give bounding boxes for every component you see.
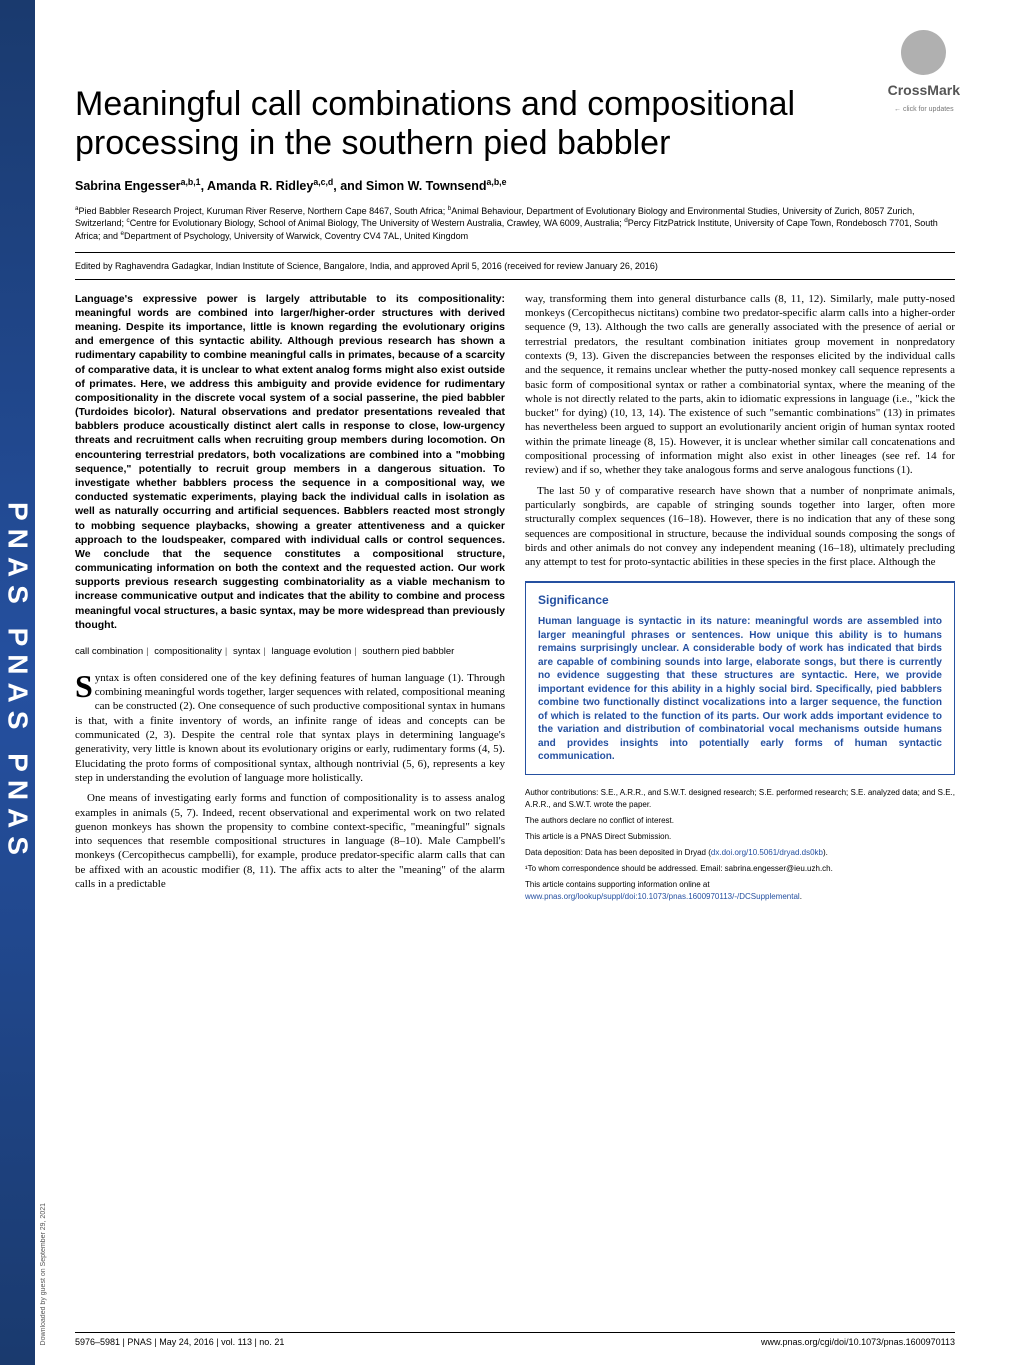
edited-by: Edited by Raghavendra Gadagkar, Indian I… (75, 252, 955, 280)
keyword: southern pied babbler (362, 646, 454, 657)
footer-right: www.pnas.org/cgi/doi/10.1073/pnas.160097… (761, 1337, 955, 1347)
supporting-info: This article contains supporting informa… (525, 879, 955, 903)
significance-box: Significance Human language is syntactic… (525, 581, 955, 775)
paper-title: Meaningful call combinations and composi… (75, 85, 955, 163)
body-right-p1: way, transforming them into general dist… (525, 292, 955, 478)
keyword: syntax (233, 646, 260, 657)
two-column-layout: Language's expressive power is largely a… (75, 292, 955, 907)
right-column: way, transforming them into general dist… (525, 292, 955, 907)
submission-type: This article is a PNAS Direct Submission… (525, 831, 955, 843)
dropcap: S (75, 673, 93, 700)
body-p1: yntax is often considered one of the key… (75, 672, 505, 784)
data-deposition: Data deposition: Data has been deposited… (525, 847, 955, 859)
keywords: call combination| compositionality| synt… (75, 646, 505, 657)
affiliations: aPied Babbler Research Project, Kuruman … (75, 205, 955, 241)
abstract: Language's expressive power is largely a… (75, 292, 505, 632)
keyword: call combination (75, 646, 143, 657)
body-p2: One means of investigating early forms a… (75, 791, 505, 891)
left-column: Language's expressive power is largely a… (75, 292, 505, 907)
crossmark-icon (901, 30, 946, 75)
author-contributions: Author contributions: S.E., A.R.R., and … (525, 787, 955, 811)
conflict-statement: The authors declare no conflict of inter… (525, 815, 955, 827)
keyword: language evolution (272, 646, 352, 657)
body-right-p2: The last 50 y of comparative research ha… (525, 484, 955, 570)
pnas-sidebar: PNAS PNAS PNAS (0, 0, 35, 1365)
main-content: Meaningful call combinations and composi… (75, 85, 955, 907)
footer-left: 5976–5981 | PNAS | May 24, 2016 | vol. 1… (75, 1337, 284, 1347)
body-text-left: Syntax is often considered one of the ke… (75, 671, 505, 891)
article-metadata: Author contributions: S.E., A.R.R., and … (525, 787, 955, 903)
authors-line: Sabrina Engessera,b,1, Amanda R. Ridleya… (75, 177, 955, 193)
dryad-link[interactable]: dx.doi.org/10.5061/dryad.ds0kb (711, 848, 823, 857)
body-text-right: way, transforming them into general dist… (525, 292, 955, 570)
page-footer: 5976–5981 | PNAS | May 24, 2016 | vol. 1… (75, 1332, 955, 1347)
keyword: compositionality (154, 646, 222, 657)
significance-text: Human language is syntactic in its natur… (538, 615, 942, 764)
supporting-link[interactable]: www.pnas.org/lookup/suppl/doi:10.1073/pn… (525, 892, 800, 901)
correspondence: ¹To whom correspondence should be addres… (525, 863, 955, 875)
significance-title: Significance (538, 593, 942, 607)
download-note: Downloaded by guest on September 29, 202… (40, 1203, 47, 1345)
